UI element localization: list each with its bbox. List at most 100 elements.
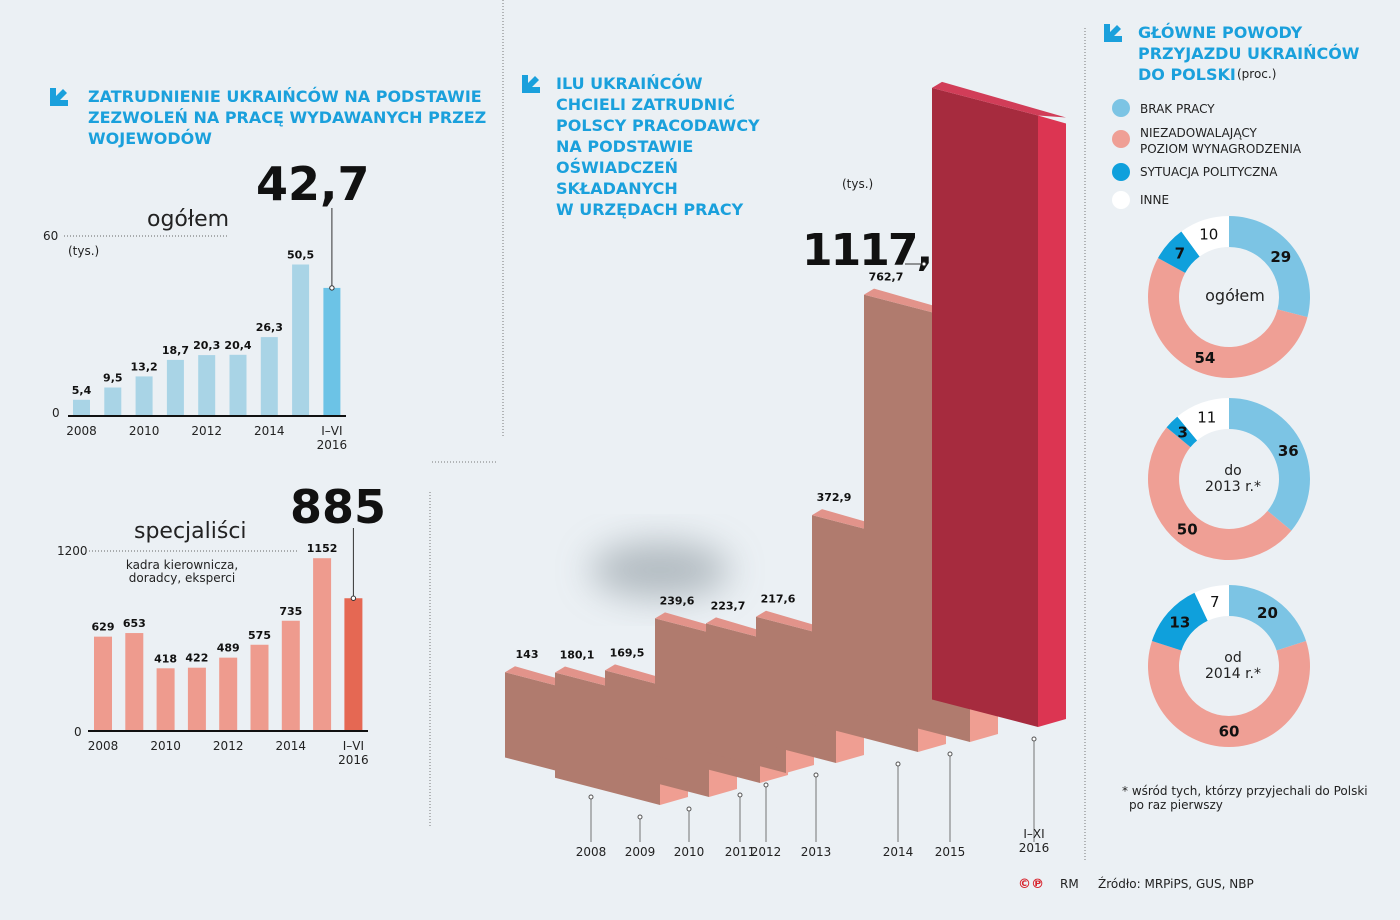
donut-center-label: 2014 r.* bbox=[1205, 666, 1261, 682]
brick-leader-dot bbox=[686, 806, 692, 812]
bar-value-label: 20,4 bbox=[224, 339, 251, 352]
brick-category-label: 2011 bbox=[725, 845, 756, 859]
brick-value-label: 169,5 bbox=[610, 646, 645, 659]
brick-leader-dot bbox=[813, 772, 819, 778]
panel1-ytick-zero: 0 bbox=[52, 406, 60, 420]
x-tick-label: 2012 bbox=[213, 739, 244, 753]
x-tick-label: 2008 bbox=[66, 424, 97, 438]
separators bbox=[429, 0, 1086, 860]
brick-side bbox=[1038, 115, 1066, 727]
bar bbox=[187, 667, 206, 731]
donut-slice bbox=[1147, 257, 1308, 379]
panel2-ytick-top: 1200 bbox=[57, 544, 88, 558]
donut-value-label: 29 bbox=[1270, 248, 1291, 266]
donut-value-label: 7 bbox=[1210, 593, 1220, 611]
brick-leader-dot bbox=[947, 751, 953, 757]
legend-swatch bbox=[1112, 99, 1130, 117]
brick-value-label: 180,1 bbox=[560, 648, 595, 661]
author: RM bbox=[1060, 877, 1079, 891]
logo: ©℗ bbox=[1018, 877, 1044, 892]
brick-category-label: 2014 bbox=[883, 845, 914, 859]
legend-label: NIEZADOWALAJĄCY bbox=[1140, 126, 1258, 140]
panel3-title-line: POLSCY PRACODAWCY bbox=[556, 116, 760, 135]
brick-value-label: 143 bbox=[516, 648, 539, 661]
brick-value-label: 239,6 bbox=[660, 594, 695, 607]
brick-shadow bbox=[590, 542, 730, 598]
donut-slice bbox=[1194, 585, 1229, 621]
donut-value-label: 11 bbox=[1197, 408, 1216, 426]
bar bbox=[229, 354, 247, 416]
panel3-title-line: W URZĘDACH PRACY bbox=[556, 200, 744, 219]
bar bbox=[250, 644, 269, 731]
bar bbox=[73, 399, 90, 416]
bar bbox=[135, 376, 153, 416]
x-tick-label: 2014 bbox=[276, 739, 307, 753]
brick-leader-dot bbox=[895, 761, 901, 767]
callout-dot bbox=[350, 595, 357, 601]
panel3-title-line: SKŁADANYCH bbox=[556, 179, 678, 198]
bar-value-label: 13,2 bbox=[131, 360, 158, 373]
bar-value-label: 9,5 bbox=[103, 372, 123, 385]
panel3-unit: (tys.) bbox=[842, 177, 873, 191]
panel4-title-unit: (proc.) bbox=[1237, 67, 1276, 81]
brick-top bbox=[932, 81, 1066, 118]
callout-dot bbox=[329, 285, 335, 291]
donut-slice bbox=[1148, 427, 1292, 561]
chart-oswiadczenia: 143 2008 180,1 2009 169,5 2010 239,6 2011 223,7 2… bbox=[505, 81, 1066, 859]
donut-slice bbox=[1151, 592, 1208, 651]
donut-value-label: 10 bbox=[1199, 226, 1218, 244]
brick-category-label: 2013 bbox=[801, 845, 832, 859]
panel1-ytick-top: 60 bbox=[43, 229, 58, 243]
brick-value-label: 223,7 bbox=[711, 599, 746, 612]
legend-label: BRAK PRACY bbox=[1140, 102, 1215, 116]
bar-value-label: 629 bbox=[92, 621, 115, 634]
bar bbox=[198, 355, 216, 416]
brick-value-label: 372,9 bbox=[817, 491, 852, 504]
bar bbox=[260, 337, 278, 416]
footnote-line: * wśród tych, którzy przyjechali do Pols… bbox=[1122, 784, 1368, 798]
panel2-ytick-zero: 0 bbox=[74, 725, 82, 739]
donut-value-label: 13 bbox=[1169, 614, 1190, 632]
bar bbox=[344, 598, 363, 731]
donut-slice bbox=[1181, 216, 1229, 257]
brick-value-label: 762,7 bbox=[869, 271, 904, 284]
x-tick-label: 2014 bbox=[254, 424, 285, 438]
source: Źródło: MRPiPS, GUS, NBP bbox=[1098, 876, 1254, 891]
panel2-callout-value: 885 bbox=[290, 480, 386, 534]
panel2-subtitle-line: kadra kierownicza, bbox=[126, 558, 238, 572]
brick-category-label: 2012 bbox=[751, 845, 782, 859]
bar bbox=[219, 657, 238, 731]
bar bbox=[94, 636, 112, 731]
x-tick-label: I–VI bbox=[321, 424, 342, 438]
donut-slice bbox=[1148, 640, 1310, 748]
donut-value-label: 50 bbox=[1177, 520, 1198, 538]
brick-front bbox=[932, 87, 1038, 727]
donut-slice bbox=[1229, 585, 1307, 651]
brick-leader-dot bbox=[737, 792, 743, 798]
panel1-title: ZATRUDNIENIE UKRAIŃCÓW NA PODSTAWIE ZEZW… bbox=[50, 87, 486, 148]
panel4-title-line: GŁÓWNE POWODY bbox=[1138, 23, 1303, 42]
brick-category-label: 2015 bbox=[935, 845, 966, 859]
legend-label: POZIOM WYNAGRODZENIA bbox=[1140, 142, 1302, 156]
donut-value-label: 60 bbox=[1219, 723, 1240, 741]
brick-category-label: 2008 bbox=[576, 845, 607, 859]
bar-value-label: 1152 bbox=[307, 542, 338, 555]
panel3-title-line: ILU UKRAIŃCÓW bbox=[556, 74, 703, 93]
bar-value-label: 489 bbox=[217, 642, 240, 655]
panel1-title-line: WOJEWODÓW bbox=[88, 129, 212, 148]
brick-leader-dot bbox=[763, 782, 769, 788]
legend-label: INNE bbox=[1140, 193, 1169, 207]
bar bbox=[104, 387, 122, 416]
legend-swatch bbox=[1112, 191, 1130, 209]
panel4-title-line: PRZYJAZDU UKRAIŃCÓW bbox=[1138, 44, 1360, 63]
brick-value-label: 217,6 bbox=[761, 593, 796, 606]
bar-value-label: 50,5 bbox=[287, 249, 314, 262]
callout-dot bbox=[921, 261, 927, 267]
panel3-title-line: OŚWIADCZEŃ bbox=[556, 158, 678, 177]
donut-value-label: 36 bbox=[1278, 442, 1299, 460]
panel4-title-line: DO POLSKI bbox=[1138, 65, 1236, 84]
donut-slice bbox=[1177, 398, 1229, 441]
donut-value-label: 3 bbox=[1177, 424, 1187, 442]
footnote-line: po raz pierwszy bbox=[1129, 798, 1223, 812]
